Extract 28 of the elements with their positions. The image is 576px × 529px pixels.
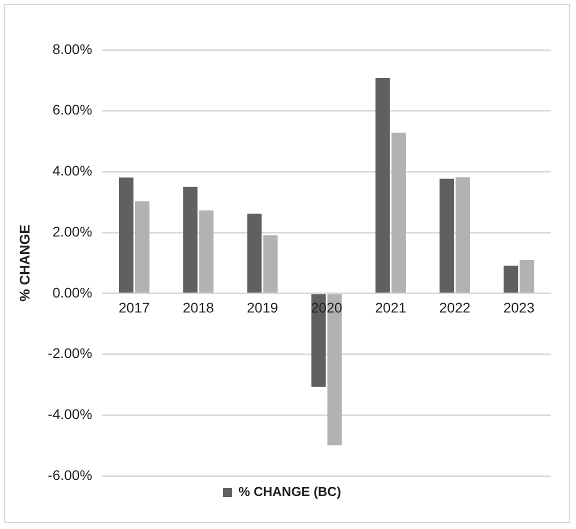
bar [456, 177, 470, 293]
x-tick-label: 2021 [375, 299, 406, 316]
bar [135, 201, 150, 293]
bar [520, 260, 534, 293]
bar [375, 78, 390, 293]
y-tick-label: 0.00% [52, 284, 92, 300]
x-tick-label: 2019 [246, 299, 278, 316]
bar [183, 186, 198, 293]
bar [392, 132, 406, 293]
bar [118, 177, 134, 293]
y-tick-label: 8.00% [52, 40, 92, 57]
bar [199, 210, 214, 293]
y-tick-label: -6.00% [48, 466, 92, 483]
y-tick-label: -2.00% [48, 345, 92, 362]
y-tick-label: 2.00% [52, 223, 92, 240]
x-tick-label: 2017 [118, 299, 150, 316]
x-tick-label: 2018 [182, 299, 214, 316]
x-tick-label: 2023 [503, 299, 535, 316]
y-tick-label: 6.00% [52, 102, 92, 118]
y-tick-label: -4.00% [48, 406, 92, 422]
x-tick-label: 2022 [439, 299, 471, 316]
y-axis-title: % CHANGE [16, 224, 32, 302]
bar [247, 214, 262, 293]
y-tick-label: 4.00% [52, 162, 92, 179]
bar [440, 178, 454, 293]
bar [263, 235, 278, 293]
bar [504, 266, 518, 293]
legend-label: % CHANGE (BC) [238, 484, 342, 500]
